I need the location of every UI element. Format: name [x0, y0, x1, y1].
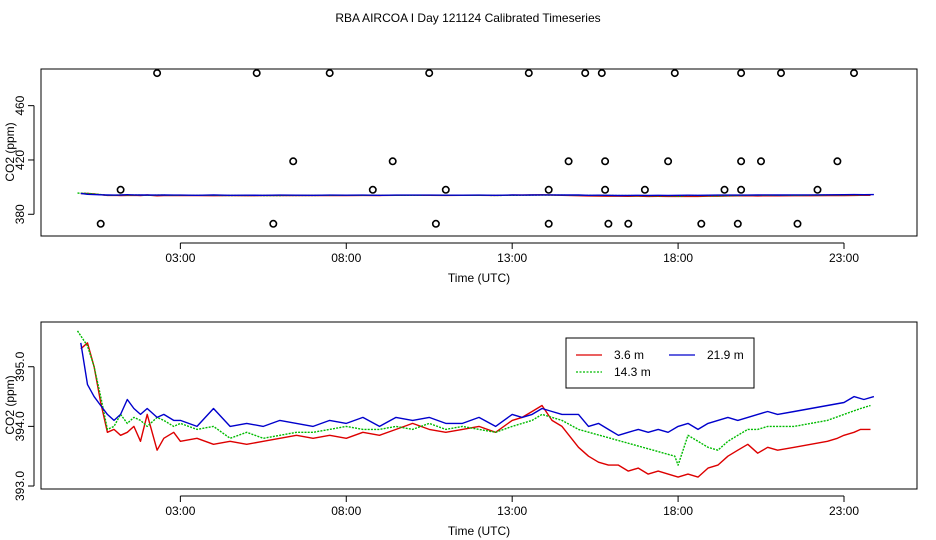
- calibration-point: [813, 185, 822, 194]
- legend-label-3-6m: 3.6 m: [614, 348, 644, 362]
- bottom-series-lines: [76, 330, 875, 478]
- top-calibration-points: [96, 69, 858, 228]
- top-x-tick-label: 08:00: [331, 251, 361, 265]
- legend-label-21-9m: 21.9 m: [707, 348, 744, 362]
- calibration-point: [564, 157, 573, 166]
- top-y-tick-label: 460: [13, 95, 27, 115]
- calibration-point: [624, 219, 633, 228]
- calibration-point: [849, 69, 858, 78]
- calibration-point: [96, 219, 105, 228]
- calibration-point: [597, 69, 606, 78]
- top-series-lines: [77, 192, 874, 198]
- bottom-x-tick-label: 18:00: [663, 504, 693, 518]
- top-y-tick-label: 420: [13, 150, 27, 170]
- top-x-tick-label: 03:00: [165, 251, 195, 265]
- bottom-y-tick-label: 394.0: [13, 411, 27, 441]
- top-x-tick-label: 23:00: [829, 251, 859, 265]
- calibration-point: [431, 219, 440, 228]
- calibration-point: [544, 219, 553, 228]
- top-series-21-9-m: [80, 192, 874, 197]
- calibration-point: [697, 219, 706, 228]
- bottom-y-label: CO2 (ppm): [3, 375, 17, 434]
- bottom-y-axis: 393.0 394.0 395.0: [13, 351, 35, 501]
- calibration-point: [720, 185, 729, 194]
- calibration-point: [425, 69, 434, 78]
- calibration-point: [441, 185, 450, 194]
- bottom-plot-frame: [40, 321, 918, 490]
- bottom-series-14-3-m: [76, 330, 871, 466]
- bottom-x-axis: 03:00 08:00 13:00 18:00 23:00: [165, 495, 859, 518]
- calibration-point: [737, 69, 746, 78]
- calibration-point: [524, 69, 533, 78]
- calibration-point: [388, 157, 397, 166]
- calibration-point: [737, 157, 746, 166]
- calibration-point: [733, 219, 742, 228]
- calibration-point: [664, 157, 673, 166]
- calibration-point: [601, 157, 610, 166]
- top-x-label: Time (UTC): [448, 271, 510, 285]
- calibration-point: [544, 185, 553, 194]
- bottom-series-3-6-m: [80, 342, 871, 478]
- calibration-point: [670, 69, 679, 78]
- calibration-point: [640, 185, 649, 194]
- calibration-point: [833, 157, 842, 166]
- calibration-point: [581, 69, 590, 78]
- bottom-y-tick-label: 395.0: [13, 351, 27, 381]
- bottom-x-tick-label: 13:00: [497, 504, 527, 518]
- calibration-point: [153, 69, 162, 78]
- top-x-axis: 03:00 08:00 13:00 18:00 23:00: [165, 242, 859, 265]
- bottom-x-tick-label: 08:00: [331, 504, 361, 518]
- legend: 3.6 m 14.3 m 21.9 m: [565, 337, 755, 389]
- top-x-tick-label: 18:00: [663, 251, 693, 265]
- legend-box: [565, 337, 755, 389]
- calibration-point: [289, 157, 298, 166]
- calibration-point: [793, 219, 802, 228]
- top-y-axis: 380 420 460: [13, 95, 35, 224]
- calibration-point: [325, 69, 334, 78]
- calibration-point: [252, 69, 261, 78]
- top-x-tick-label: 13:00: [497, 251, 527, 265]
- figure-title: RBA AIRCOA I Day 121124 Calibrated Times…: [335, 11, 600, 25]
- top-y-label: CO2 (ppm): [3, 122, 17, 181]
- calibration-point: [601, 185, 610, 194]
- calibration-point: [756, 157, 765, 166]
- calibration-point: [116, 185, 125, 194]
- calibration-point: [368, 185, 377, 194]
- legend-label-14-3m: 14.3 m: [614, 365, 651, 379]
- top-y-tick-label: 380: [13, 204, 27, 224]
- top-panel: 03:00 08:00 13:00 18:00 23:00 380 420 460 Time…: [3, 68, 918, 285]
- calibration-point: [269, 219, 278, 228]
- bottom-x-tick-label: 03:00: [165, 504, 195, 518]
- calibration-point: [604, 219, 613, 228]
- bottom-x-tick-label: 23:00: [829, 504, 859, 518]
- top-plot-frame: [40, 68, 918, 237]
- bottom-y-tick-label: 393.0: [13, 471, 27, 501]
- calibration-point: [776, 69, 785, 78]
- bottom-x-label: Time (UTC): [448, 524, 510, 538]
- calibration-point: [737, 185, 746, 194]
- bottom-series-21-9-m: [80, 342, 875, 436]
- bottom-panel: 03:00 08:00 13:00 18:00 23:00 393.0 394.0 395.…: [3, 321, 918, 538]
